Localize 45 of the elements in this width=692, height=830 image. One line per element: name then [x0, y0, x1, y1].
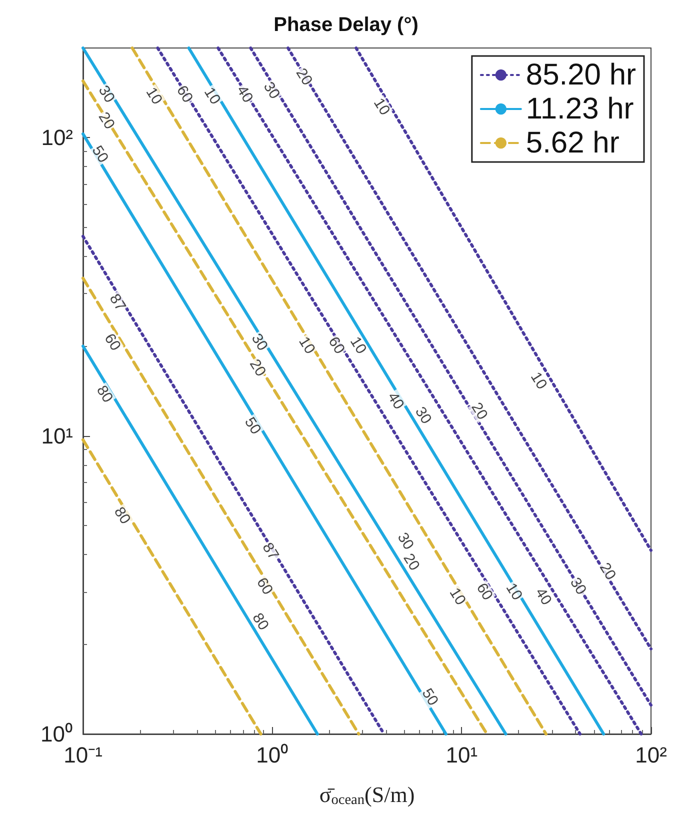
annotation: 60: [252, 574, 276, 598]
annotation: 30: [94, 82, 118, 106]
annotation: 40: [233, 82, 256, 106]
annotation: 80: [110, 504, 134, 528]
annotation: 40: [384, 389, 408, 412]
annotation: 10: [200, 84, 224, 108]
annotation: 10: [142, 84, 166, 108]
x-tick-label: 10¹: [446, 742, 478, 768]
annotation: 20: [94, 109, 118, 132]
legend-label: 11.23 hr: [526, 92, 634, 126]
annotation: 10: [502, 580, 526, 604]
legend-label: 5.62 hr: [526, 126, 620, 160]
annotation: 20: [596, 560, 620, 584]
annotation: 30: [248, 330, 272, 354]
annotation: 60: [324, 334, 348, 358]
annotation: 50: [241, 414, 264, 438]
annotation: 50: [88, 142, 112, 166]
x-tick-label: 10²: [635, 742, 667, 768]
annotation: 80: [248, 610, 272, 634]
annotation: 30: [394, 530, 418, 553]
y-tick-label: 10¹: [41, 423, 73, 448]
annotation: 20: [468, 400, 491, 423]
annotation: 60: [472, 580, 496, 604]
annotation: 30: [566, 574, 590, 598]
annotation: 10: [527, 369, 550, 392]
annotation: 20: [246, 356, 270, 380]
annotation: 80: [92, 382, 116, 406]
annotation: 30: [260, 78, 284, 102]
x-tick-label: 10⁰: [256, 742, 289, 768]
annotation: 10: [370, 95, 394, 118]
annotation: 87: [106, 290, 130, 314]
annotation: 10: [295, 334, 318, 358]
annotation: 60: [172, 82, 196, 106]
annotation: 87: [258, 540, 282, 563]
annotation: 60: [100, 330, 124, 354]
y-tick-label: 10²: [41, 125, 73, 150]
annotation: 20: [400, 550, 423, 574]
annotation: 10: [346, 334, 370, 358]
chart-title: Phase Delay (°): [274, 14, 418, 36]
annotation: 10: [446, 585, 470, 608]
legend-label: 85.20 hr: [526, 58, 636, 92]
annotation: 30: [412, 404, 435, 428]
annotation: 50: [418, 685, 442, 709]
annotation: 20: [292, 65, 316, 88]
annotation: 40: [532, 585, 555, 608]
